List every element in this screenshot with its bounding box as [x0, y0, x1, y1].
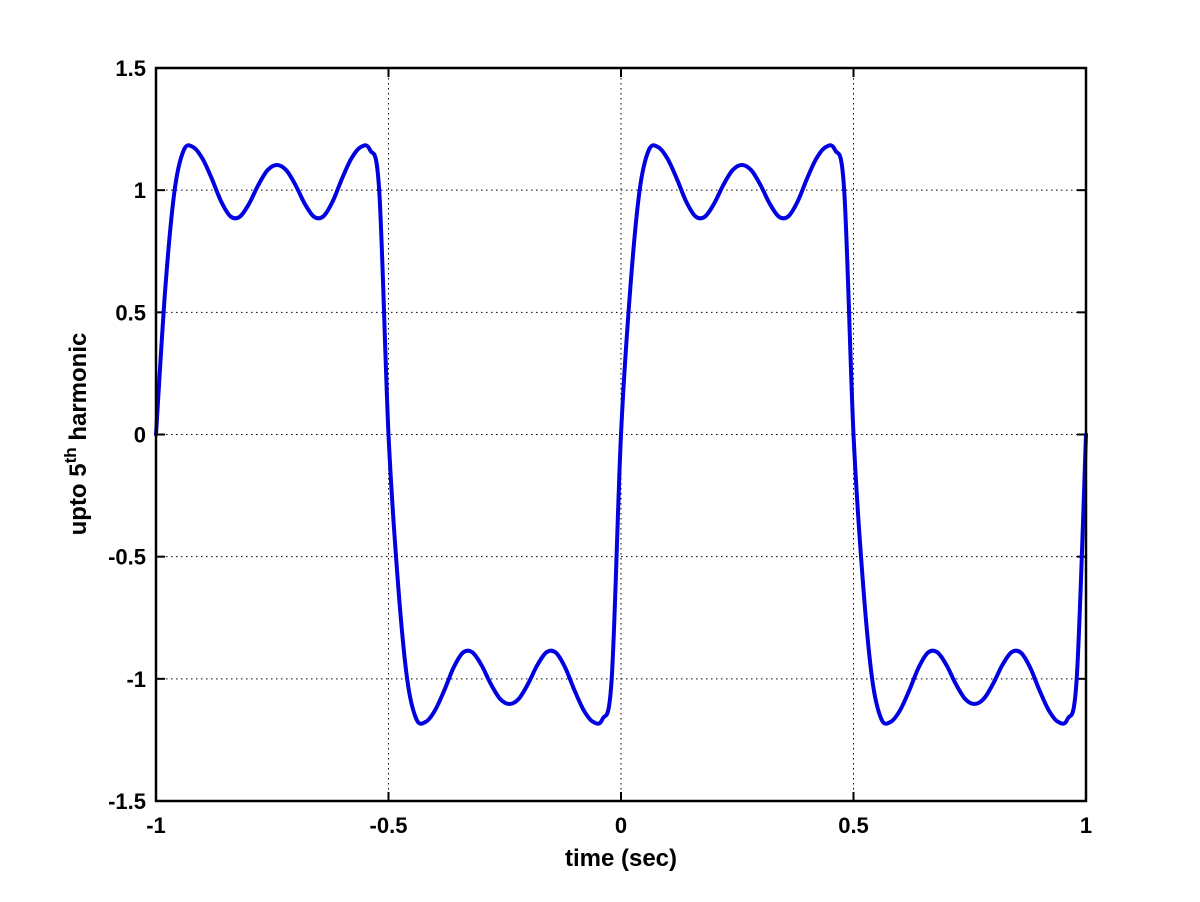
x-axis-label: time (sec)	[565, 845, 677, 872]
series-line	[154, 143, 1088, 726]
y-axis-label: upto 5th harmonic	[61, 333, 92, 536]
x-tick-label: -1	[146, 813, 166, 838]
x-tick-label: 0.5	[838, 813, 869, 838]
y-tick-label: 0	[134, 423, 146, 448]
x-tick-label: -0.5	[370, 813, 408, 838]
y-tick-labels: -1.5 -1 -0.5 0 0.5 1 1.5	[108, 56, 146, 814]
y-tick-label: -0.5	[108, 545, 146, 570]
series-layer	[154, 143, 1088, 726]
y-axis-label-superscript: th	[61, 447, 80, 463]
y-axis-label-suffix: harmonic	[65, 333, 92, 448]
y-tick-label: 1	[134, 178, 146, 203]
y-axis-label-prefix: upto 5	[65, 463, 92, 535]
x-tick-label: 1	[1080, 813, 1092, 838]
x-tick-labels: -1 -0.5 0 0.5 1	[146, 813, 1092, 838]
y-tick-label: 1.5	[115, 56, 146, 81]
y-tick-label: 0.5	[115, 300, 146, 325]
x-tick-label: 0	[615, 813, 627, 838]
y-tick-label: -1	[126, 667, 146, 692]
plot-frame	[154, 66, 1088, 803]
y-tick-label: -1.5	[108, 789, 146, 814]
